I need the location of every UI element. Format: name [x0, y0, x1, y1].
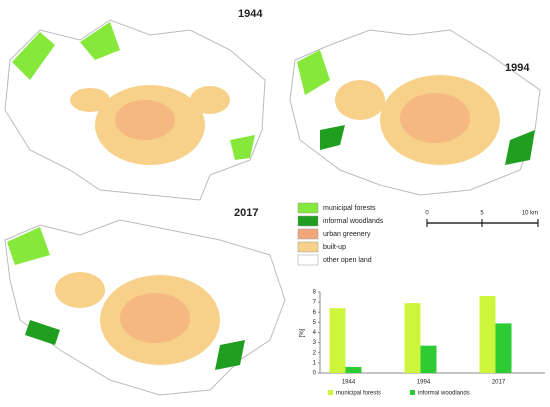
legend-label: municipal forests	[323, 205, 376, 212]
y-tick-label: 0	[313, 371, 317, 377]
legend-swatch	[297, 215, 319, 227]
bar	[495, 323, 512, 373]
legend-label: informal woodlands	[323, 218, 384, 225]
legend-swatch	[297, 254, 319, 266]
bar	[345, 366, 362, 373]
map-year-label: 2017	[234, 207, 258, 219]
y-tick-label: 2	[313, 350, 317, 356]
bar	[329, 308, 346, 373]
y-tick-label: 4	[313, 330, 317, 336]
x-tick-label: 2017	[492, 380, 506, 386]
legend-swatch	[328, 390, 333, 395]
map-1994	[289, 29, 541, 196]
y-axis-label: [%]	[300, 328, 306, 337]
legend-label: built-up	[323, 244, 346, 251]
x-tick-label: 1994	[417, 380, 431, 386]
y-tick-label: 3	[313, 340, 317, 346]
legend-label: other open land	[323, 257, 372, 264]
y-tick-label: 1	[313, 360, 317, 366]
legend-swatch	[297, 202, 319, 214]
scale-label: 10 km	[522, 211, 538, 217]
bar	[420, 345, 437, 373]
y-tick-label: 7	[313, 300, 317, 306]
map-2017	[4, 219, 286, 396]
map-year-label: 1944	[238, 8, 263, 20]
legend-label: urban greenery	[323, 231, 371, 238]
scale-bar	[426, 219, 539, 227]
y-tick-label: 8	[313, 290, 317, 296]
legend-swatch	[297, 228, 319, 240]
legend-swatch	[297, 241, 319, 253]
legend-swatch	[410, 390, 415, 395]
bar	[404, 303, 421, 373]
y-tick-label: 5	[313, 320, 317, 326]
y-tick-label: 6	[313, 310, 317, 316]
map-1944	[4, 19, 266, 201]
map-year-label: 1994	[505, 62, 530, 74]
scale-label: 5	[480, 211, 484, 217]
bar	[479, 296, 496, 373]
legend-label: informal woodlands	[418, 391, 470, 397]
legend-label: municipal forests	[336, 391, 381, 397]
x-tick-label: 1944	[342, 380, 356, 386]
scale-label: 0	[425, 211, 429, 217]
